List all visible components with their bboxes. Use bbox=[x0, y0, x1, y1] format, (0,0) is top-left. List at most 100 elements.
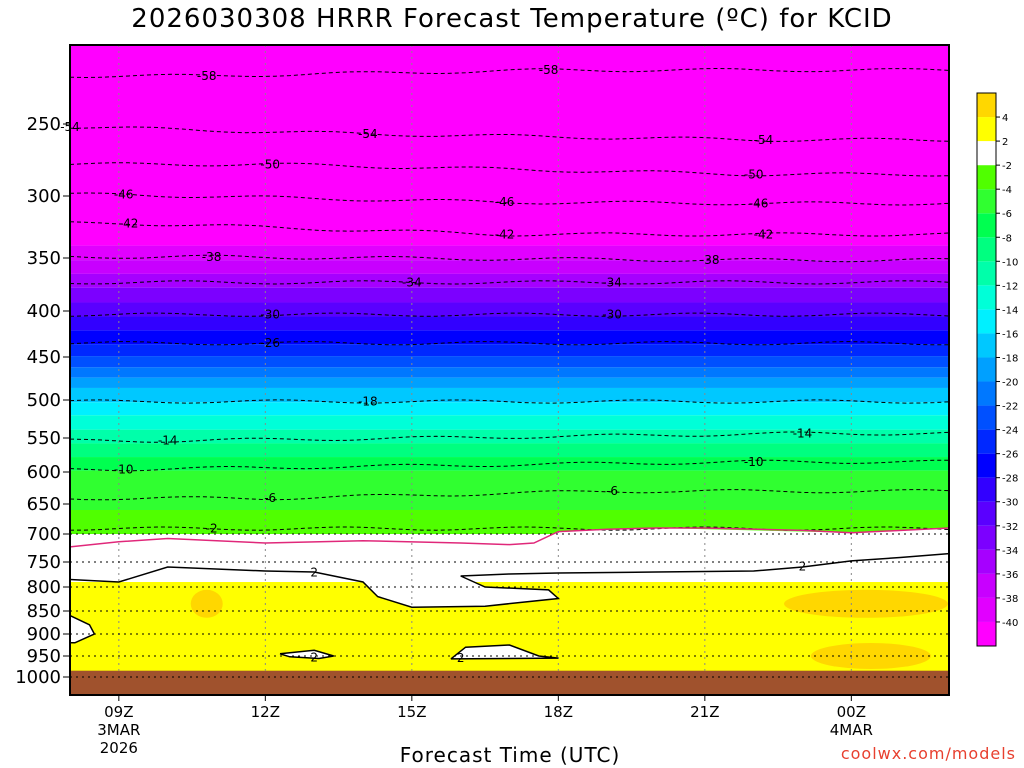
colorbar-swatch bbox=[977, 333, 996, 358]
colorbar-swatch bbox=[977, 213, 996, 238]
y-tick-label: 250 bbox=[27, 114, 61, 135]
isotherm-2c-line bbox=[70, 552, 949, 608]
isotherm-label: 2 bbox=[799, 560, 807, 574]
colorbar-swatch bbox=[977, 117, 996, 142]
colorbar-swatch bbox=[977, 357, 996, 382]
x-tick-label: 00Z bbox=[837, 703, 866, 721]
y-tick-label: 700 bbox=[27, 524, 61, 545]
x-tick-label: 12Z bbox=[251, 703, 280, 721]
colorbar-swatch bbox=[977, 621, 996, 646]
colorbar-swatch bbox=[977, 597, 996, 622]
colorbar-label: -10 bbox=[1002, 257, 1018, 268]
isotherm-label: -34 bbox=[602, 275, 622, 289]
colorbar-label: -4 bbox=[1002, 185, 1012, 196]
isotherm-label: -54 bbox=[358, 127, 378, 141]
colorbar-frame bbox=[976, 92, 997, 647]
isotherm-label: -58 bbox=[539, 63, 559, 77]
isotherm-label: -54 bbox=[754, 133, 774, 147]
temp-band bbox=[70, 356, 949, 368]
temp-band bbox=[70, 443, 949, 458]
isotherm-label: -10 bbox=[744, 455, 764, 469]
y-tick-label: 900 bbox=[27, 624, 61, 645]
temp-band bbox=[70, 415, 949, 430]
temp-band bbox=[70, 377, 949, 388]
y-tick-label: 350 bbox=[27, 248, 61, 269]
isotherm-label: -6 bbox=[606, 484, 618, 498]
temp-band bbox=[70, 302, 949, 317]
colorbar-label: -6 bbox=[1002, 209, 1012, 220]
isotherm-label: -10 bbox=[114, 462, 134, 476]
grid-lines bbox=[70, 45, 949, 678]
isotherm-label: 2 bbox=[310, 566, 318, 580]
temp-band bbox=[70, 402, 949, 416]
isotherm-label: -14 bbox=[793, 426, 813, 440]
temp-band bbox=[70, 260, 949, 274]
warm-blob bbox=[810, 643, 931, 669]
isotherm-labels: -58 -58-54-54 -54-50-50-46-46 -46-42-42 -42-… bbox=[60, 63, 812, 665]
colorbar-label: 4 bbox=[1002, 113, 1008, 124]
colorbar-label: -28 bbox=[1002, 474, 1018, 485]
colorbar-swatch bbox=[977, 429, 996, 454]
colorbar-label: 2 bbox=[1002, 137, 1008, 148]
isotherm-label: -58 bbox=[197, 69, 217, 83]
isotherm-lines bbox=[70, 67, 949, 660]
y-tick-label: 650 bbox=[27, 494, 61, 515]
colorbar: -40-38-36-34-32-30-28-26-24-22-20-18-16-… bbox=[976, 92, 1018, 647]
freezing-line bbox=[70, 527, 949, 548]
isotherm-label: -30 bbox=[602, 308, 622, 322]
x-tick-label: 21Z bbox=[690, 703, 719, 721]
colorbar-label: -16 bbox=[1002, 329, 1018, 340]
y-tick-label: 750 bbox=[27, 552, 61, 573]
y-tick-label: 1000 bbox=[15, 667, 61, 688]
colorbar-label: -8 bbox=[1002, 233, 1012, 244]
temp-band bbox=[70, 330, 949, 345]
colorbar-swatch bbox=[977, 573, 996, 598]
y-tick-label: 300 bbox=[27, 186, 61, 207]
colorbar-label: -22 bbox=[1002, 402, 1018, 413]
isotherm-label: 2 bbox=[310, 650, 318, 664]
colorbar-label: -26 bbox=[1002, 450, 1018, 461]
colorbar-swatch bbox=[977, 165, 996, 190]
temperature-fill-patches bbox=[70, 528, 949, 669]
y-tick-label: 400 bbox=[27, 301, 61, 322]
colorbar-swatch bbox=[977, 501, 996, 526]
colorbar-swatch bbox=[977, 453, 996, 478]
colorbar-label: -30 bbox=[1002, 498, 1018, 509]
y-tick-label: 850 bbox=[27, 601, 61, 622]
temp-band bbox=[70, 387, 949, 403]
isotherm-label: -18 bbox=[358, 395, 378, 409]
colorbar-swatch bbox=[977, 405, 996, 430]
isotherm-label: -30 bbox=[260, 308, 280, 322]
ground-fill bbox=[70, 670, 949, 695]
colorbar-swatch bbox=[977, 525, 996, 550]
site-credit: coolwx.com/models bbox=[840, 744, 1016, 763]
colorbar-label: -12 bbox=[1002, 281, 1018, 292]
isotherm-label: -2 bbox=[206, 522, 218, 536]
isotherm-2c-line bbox=[450, 644, 559, 660]
isotherm-label: -14 bbox=[158, 434, 178, 448]
x-tick-sublabel: 4MAR bbox=[830, 721, 873, 739]
isotherm-label: -42 bbox=[119, 216, 139, 230]
temp-band bbox=[70, 45, 949, 246]
x-axis-label: Forecast Time (UTC) bbox=[399, 743, 621, 767]
isotherm-label: -42 bbox=[754, 227, 774, 241]
isotherm-label: -38 bbox=[700, 253, 720, 267]
y-tick-label: 500 bbox=[27, 390, 61, 411]
temp-band bbox=[70, 344, 949, 357]
colorbar-swatch bbox=[977, 381, 996, 406]
colorbar-swatch bbox=[977, 93, 996, 118]
temp-band bbox=[70, 273, 949, 288]
isotherm-label: -6 bbox=[264, 491, 276, 505]
colorbar-label: -2 bbox=[1002, 161, 1012, 172]
isotherm-label: -46 bbox=[114, 188, 134, 202]
temp-band bbox=[70, 367, 949, 378]
colorbar-label: -18 bbox=[1002, 353, 1018, 364]
temp-band bbox=[70, 316, 949, 331]
x-tick-sublabel: 3MAR bbox=[97, 721, 140, 739]
isotherm-2c-line bbox=[279, 649, 334, 660]
colorbar-swatch bbox=[977, 309, 996, 334]
temp-band bbox=[70, 470, 949, 510]
x-tick-label: 15Z bbox=[397, 703, 426, 721]
